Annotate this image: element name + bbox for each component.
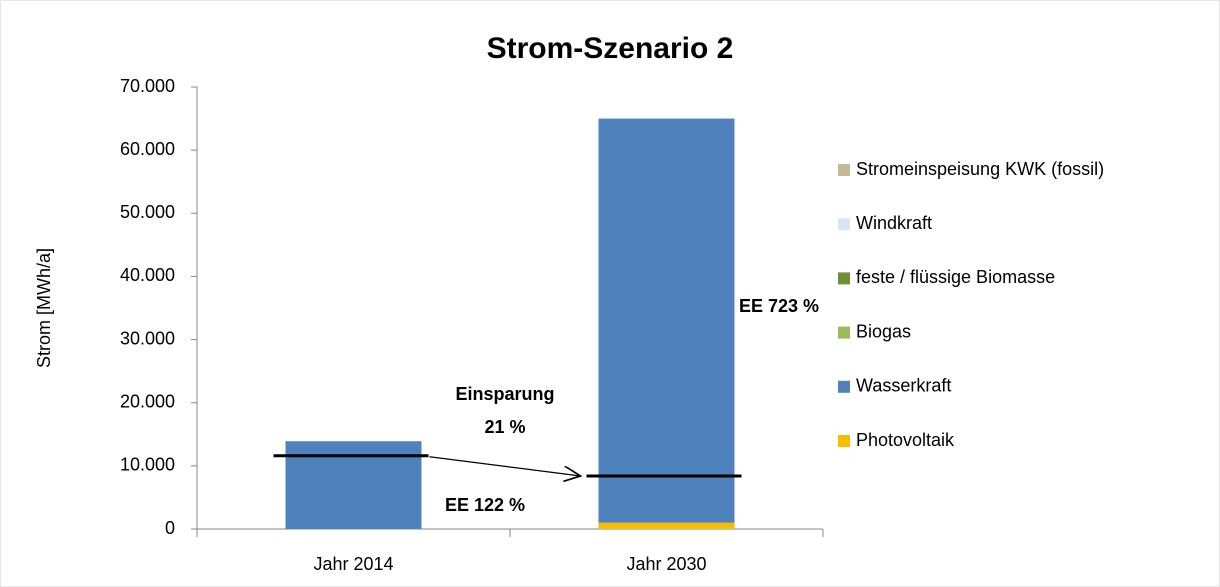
y-tick-label: 60.000: [120, 139, 175, 159]
y-tick-label: 30.000: [120, 328, 175, 348]
y-tick-label: 0: [165, 518, 175, 538]
legend-label: Stromeinspeisung KWK (fossil): [856, 159, 1104, 179]
annotation: 21 %: [484, 417, 525, 437]
bar-segment: [598, 522, 735, 529]
annotation: EE 122 %: [445, 495, 525, 515]
y-tick-label: 50.000: [120, 202, 175, 222]
legend-label: Biogas: [856, 321, 911, 341]
y-axis-label: Strom [MWh/a]: [34, 248, 54, 368]
arrow: [429, 456, 581, 476]
legend-swatch: [838, 164, 850, 176]
legend-swatch: [838, 272, 850, 285]
annotation: Einsparung: [455, 384, 554, 404]
legend-label: Photovoltaik: [856, 430, 955, 450]
y-tick-label: 20.000: [120, 391, 175, 411]
annotation: EE 723 %: [739, 296, 819, 316]
legend-label: Wasserkraft: [856, 376, 951, 396]
legend-swatch: [838, 380, 850, 393]
y-tick-label: 70.000: [120, 76, 175, 96]
legend-swatch: [838, 435, 850, 447]
legend-label: Windkraft: [856, 213, 932, 233]
legend-swatch: [838, 218, 850, 231]
x-tick-label: Jahr 2014: [313, 554, 393, 574]
bar-segment: [598, 118, 735, 523]
x-tick-label: Jahr 2030: [626, 554, 706, 574]
y-tick-label: 40.000: [120, 265, 175, 285]
y-tick-label: 10.000: [120, 455, 175, 475]
legend-label: feste / flüssige Biomasse: [856, 267, 1055, 287]
legend-swatch: [838, 326, 850, 339]
chart-title: Strom-Szenario 2: [487, 32, 734, 65]
